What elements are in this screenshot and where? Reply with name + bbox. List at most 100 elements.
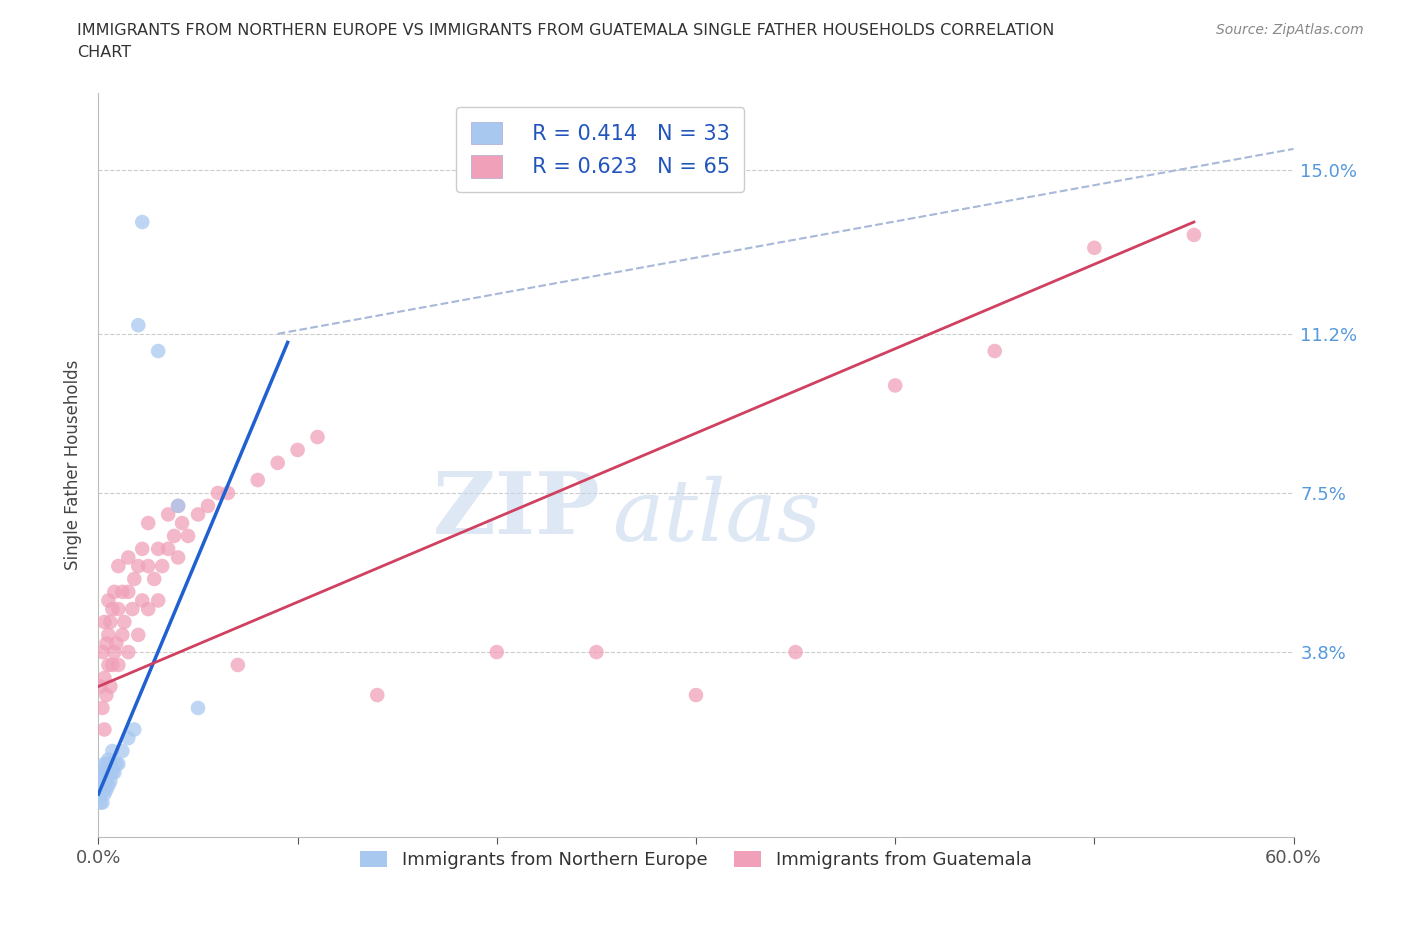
- Point: [246, 472, 269, 487]
- Point: [93, 787, 115, 802]
- Point: [121, 602, 143, 617]
- Point: [91, 700, 114, 715]
- Point: [93, 774, 115, 789]
- Point: [98, 679, 122, 694]
- Point: [136, 559, 159, 574]
- Point: [89, 765, 111, 780]
- Point: [172, 515, 194, 530]
- Point: [167, 498, 190, 513]
- Point: [148, 541, 170, 556]
- Point: [101, 602, 124, 617]
- Point: [97, 778, 120, 793]
- Point: [97, 765, 120, 780]
- Point: [93, 615, 115, 630]
- Point: [111, 584, 134, 599]
- Point: [97, 628, 120, 643]
- Point: [1083, 240, 1105, 255]
- Point: [131, 593, 153, 608]
- Point: [124, 572, 146, 587]
- Point: [207, 485, 229, 500]
- Point: [157, 507, 180, 522]
- Point: [124, 722, 146, 737]
- Point: [89, 787, 111, 802]
- Point: [167, 498, 190, 513]
- Point: [101, 744, 124, 759]
- Point: [96, 782, 118, 797]
- Point: [117, 550, 139, 565]
- Text: Source: ZipAtlas.com: Source: ZipAtlas.com: [1216, 23, 1364, 37]
- Point: [107, 658, 129, 672]
- Point: [117, 584, 139, 599]
- Point: [111, 628, 134, 643]
- Point: [93, 671, 115, 685]
- Point: [107, 559, 129, 574]
- Point: [167, 550, 190, 565]
- Point: [91, 774, 114, 789]
- Point: [287, 443, 309, 458]
- Point: [98, 615, 122, 630]
- Y-axis label: Single Father Households: Single Father Households: [65, 360, 83, 570]
- Point: [103, 765, 125, 780]
- Point: [187, 700, 209, 715]
- Point: [117, 731, 139, 746]
- Point: [197, 498, 219, 513]
- Point: [127, 559, 149, 574]
- Point: [96, 636, 118, 651]
- Point: [217, 485, 239, 500]
- Point: [1182, 228, 1205, 243]
- Point: [98, 774, 122, 789]
- Point: [91, 644, 114, 659]
- Point: [91, 765, 114, 780]
- Legend: Immigrants from Northern Europe, Immigrants from Guatemala: Immigrants from Northern Europe, Immigra…: [353, 844, 1039, 876]
- Point: [136, 602, 159, 617]
- Point: [148, 343, 170, 358]
- Point: [127, 628, 149, 643]
- Point: [93, 756, 115, 771]
- Point: [136, 515, 159, 530]
- Point: [685, 687, 707, 702]
- Point: [103, 584, 125, 599]
- Point: [89, 679, 111, 694]
- Point: [89, 795, 111, 810]
- Point: [105, 636, 128, 651]
- Point: [97, 752, 120, 767]
- Text: atlas: atlas: [613, 476, 821, 558]
- Point: [177, 528, 200, 543]
- Point: [96, 687, 118, 702]
- Point: [91, 782, 114, 797]
- Point: [585, 644, 607, 659]
- Point: [93, 765, 115, 780]
- Text: IMMIGRANTS FROM NORTHERN EUROPE VS IMMIGRANTS FROM GUATEMALA SINGLE FATHER HOUSE: IMMIGRANTS FROM NORTHERN EUROPE VS IMMIG…: [77, 23, 1054, 38]
- Point: [150, 559, 173, 574]
- Point: [984, 343, 1007, 358]
- Point: [101, 765, 124, 780]
- Point: [127, 318, 149, 333]
- Point: [148, 593, 170, 608]
- Point: [103, 644, 125, 659]
- Point: [884, 378, 907, 392]
- Point: [111, 744, 134, 759]
- Point: [131, 215, 153, 230]
- Point: [143, 572, 166, 587]
- Point: [96, 756, 118, 771]
- Point: [101, 658, 124, 672]
- Point: [89, 778, 111, 793]
- Point: [107, 756, 129, 771]
- Point: [97, 658, 120, 672]
- Point: [187, 507, 209, 522]
- Point: [91, 795, 114, 810]
- Point: [97, 593, 120, 608]
- Point: [226, 658, 249, 672]
- Point: [267, 456, 290, 471]
- Point: [107, 602, 129, 617]
- Point: [163, 528, 186, 543]
- Point: [307, 430, 329, 445]
- Point: [785, 644, 807, 659]
- Point: [105, 756, 128, 771]
- Point: [366, 687, 388, 702]
- Point: [112, 615, 135, 630]
- Point: [157, 541, 180, 556]
- Text: ZIP: ZIP: [433, 468, 600, 551]
- Text: CHART: CHART: [77, 45, 131, 60]
- Point: [96, 774, 118, 789]
